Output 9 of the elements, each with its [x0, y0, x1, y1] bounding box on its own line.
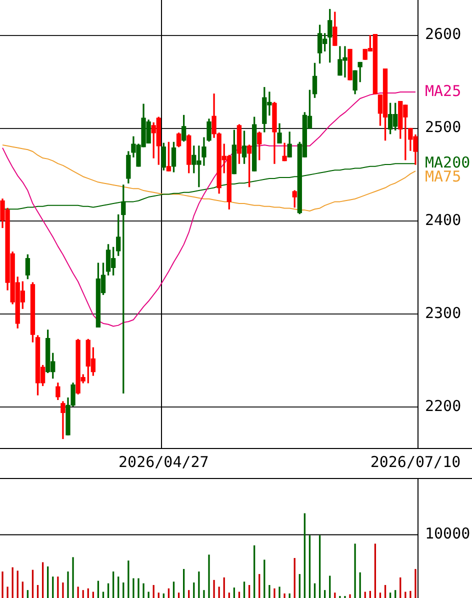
- y-tick-label: 2400: [425, 211, 462, 230]
- series-label: MA25: [425, 82, 462, 100]
- y-tick-label: 2200: [425, 396, 462, 415]
- x-tick-label: 2026/07/10: [370, 452, 461, 471]
- y-tick-label: 2600: [425, 25, 462, 44]
- y-tick-label: 2500: [425, 118, 462, 136]
- text: 10000: [425, 524, 470, 543]
- x-tick-label: 2026/04/27: [118, 452, 209, 471]
- y-tick-label: 2300: [425, 304, 462, 322]
